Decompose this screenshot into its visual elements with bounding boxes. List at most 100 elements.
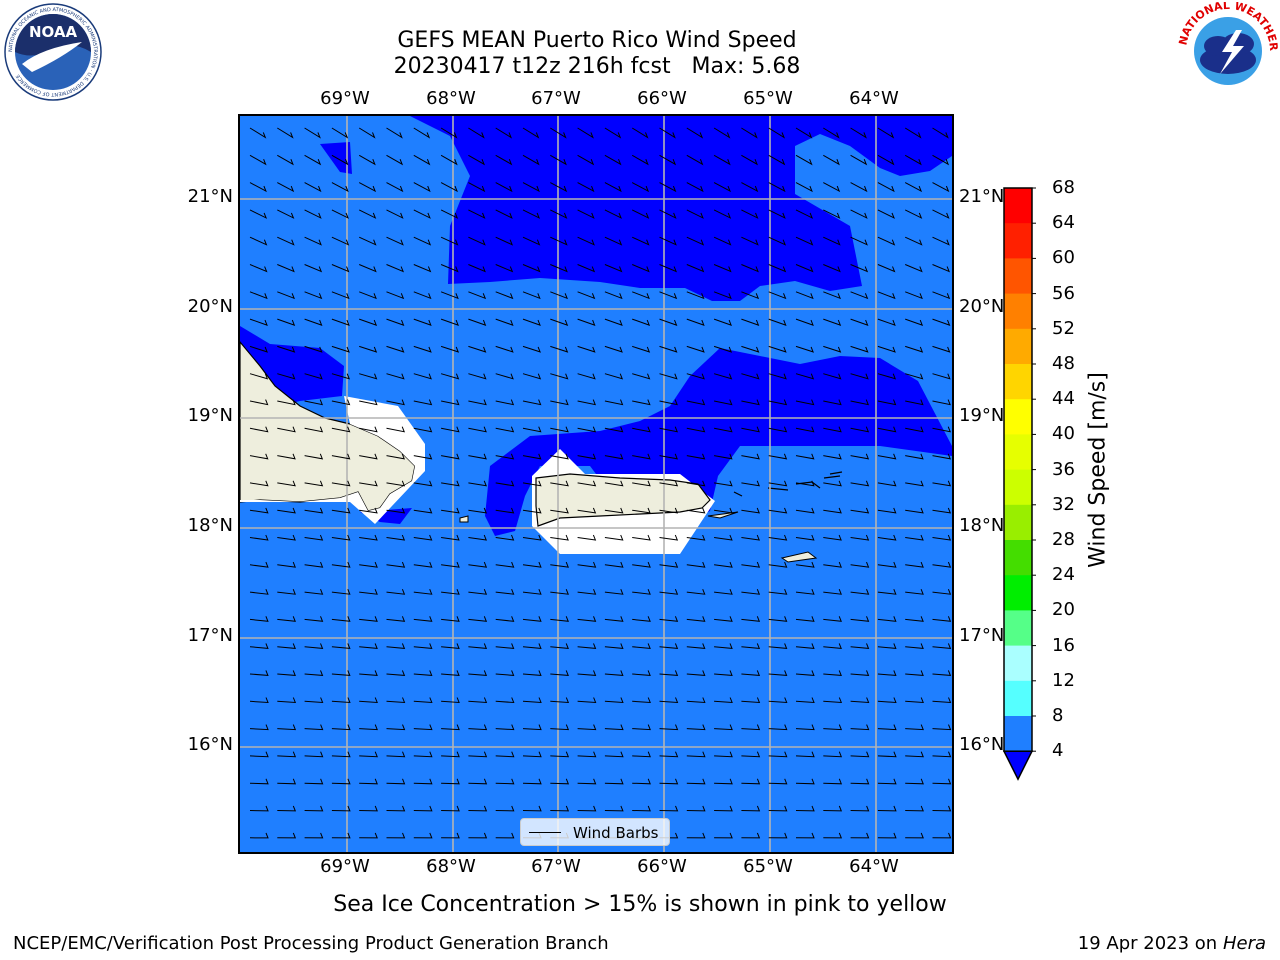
wind-barb [714, 507, 733, 514]
wind-barb [741, 426, 760, 433]
wind-barb [632, 480, 651, 487]
wind-barb [495, 373, 514, 380]
wind-barb [468, 778, 488, 785]
wind-barb [631, 182, 650, 193]
wind-barb [440, 127, 458, 139]
wind-barb [577, 154, 595, 166]
wind-barb [877, 561, 897, 568]
colorbar-level-label: 64 [1052, 212, 1075, 234]
wind-barb [741, 345, 760, 353]
wind-barb [277, 236, 295, 246]
wind-barb [632, 534, 651, 541]
wind-barb [331, 453, 351, 460]
wind-barb [932, 589, 952, 595]
wind-barb [741, 236, 759, 246]
colorbar-level-label: 68 [1052, 177, 1075, 198]
lon-tick-bot: 67°W [531, 856, 581, 877]
wind-barb [741, 805, 761, 812]
wind-barb [277, 534, 296, 541]
wind-barb [714, 643, 733, 649]
wind-barb [304, 670, 324, 676]
wind-barb [468, 264, 486, 273]
wind-barb [905, 399, 924, 406]
wind-barb [659, 318, 678, 326]
wind-barb [823, 805, 843, 812]
map-canvas [240, 116, 952, 852]
wind-barb [468, 399, 487, 406]
wind-barb [659, 264, 678, 273]
wind-barb [905, 426, 924, 433]
wind-barb [932, 751, 952, 758]
wind-barb [304, 805, 324, 812]
wind-barb [386, 236, 404, 246]
wind-barb [741, 616, 761, 622]
wind-barb [304, 318, 323, 326]
wind-barb [413, 127, 431, 139]
wind-barb [823, 751, 843, 758]
wind-barb [604, 561, 624, 568]
wind-barb [249, 805, 269, 812]
wind-barb [932, 534, 952, 541]
colorbar-segment [1004, 364, 1032, 400]
wind-barb [713, 318, 732, 326]
wind-barb [932, 291, 951, 300]
wind-barb [768, 616, 788, 622]
wind-barb [577, 426, 597, 433]
wind-barb [304, 345, 323, 353]
wind-barb [331, 426, 351, 433]
wind-barb [277, 778, 297, 785]
wind-barb [277, 399, 296, 406]
wind-barb [304, 561, 324, 568]
wind-barb [386, 154, 404, 166]
wind-barb [795, 236, 814, 246]
wind-barb [495, 399, 515, 406]
wind-barb [277, 318, 296, 326]
wind-barb [686, 399, 706, 406]
wind-barb [249, 399, 269, 406]
wind-barb [495, 209, 513, 219]
wind-barb [768, 426, 788, 433]
wind-barb [904, 236, 923, 246]
wind-barb [550, 127, 567, 139]
wind-barb [550, 426, 569, 433]
wind-barb [659, 778, 679, 785]
wind-barb [331, 643, 351, 649]
wind-barb [795, 778, 815, 785]
wind-barb [877, 832, 897, 839]
wind-barb [468, 236, 486, 246]
wind-barb [522, 751, 542, 758]
wind-barb [823, 291, 841, 300]
wind-barb [468, 616, 488, 622]
wind-barb [577, 778, 597, 785]
wind-barb [331, 480, 351, 487]
wind-barb [768, 264, 787, 273]
legend-line-icon [529, 832, 561, 833]
wind-barb [386, 751, 406, 758]
lon-tick-top: 67°W [531, 88, 581, 109]
vieques-island [707, 511, 739, 519]
colorbar-segment [1004, 188, 1032, 224]
wind-barb [413, 318, 432, 326]
colorbar-level-label: 48 [1052, 353, 1075, 374]
lon-tick-top: 65°W [743, 88, 793, 109]
wind-barb [577, 209, 595, 219]
lon-tick-top: 68°W [426, 88, 476, 109]
wind-barb [795, 399, 815, 406]
colorbar-segment [1004, 258, 1032, 295]
wind-barb [631, 127, 649, 139]
wind-barb [249, 534, 269, 541]
wind-barb [632, 264, 650, 273]
wind-barb [823, 507, 842, 514]
wind-barb [905, 616, 924, 622]
wind-barb [850, 507, 870, 514]
wind-barb [550, 805, 570, 812]
wind-barb [686, 127, 704, 139]
wind-barb [632, 453, 651, 460]
wind-barb [495, 480, 515, 487]
wind-barb [468, 589, 488, 595]
wind-barb [331, 507, 351, 514]
wind-barb [468, 832, 488, 839]
colorbar-segment [1004, 328, 1032, 365]
wind-barb [359, 724, 378, 731]
wind-barb [441, 643, 460, 649]
